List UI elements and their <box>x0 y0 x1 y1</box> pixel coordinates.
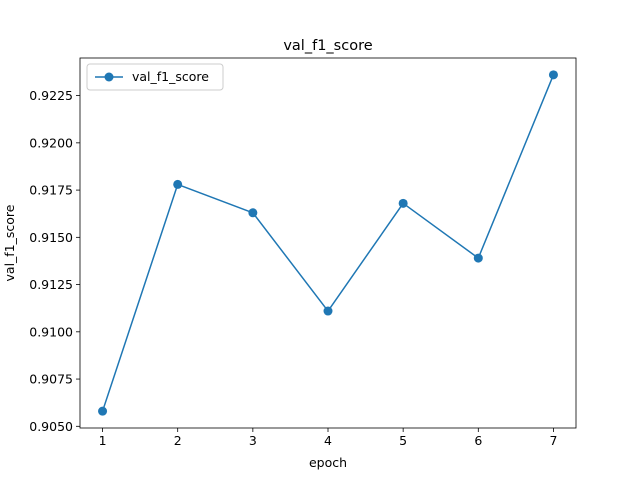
y-tick-label: 0.9125 <box>29 277 73 292</box>
x-tick-label: 3 <box>249 433 257 448</box>
y-tick-label: 0.9075 <box>29 372 73 387</box>
x-tick-label: 6 <box>474 433 482 448</box>
x-tick-label: 5 <box>399 433 407 448</box>
y-tick-label: 0.9100 <box>29 324 73 339</box>
data-point <box>98 406 108 416</box>
plot-area: 1 2 3 4 5 6 7 0.9050 0.9075 0.9100 0.9125 0.9150 0.9… <box>29 70 558 448</box>
y-tick-label: 0.9175 <box>29 183 73 198</box>
x-tick-label: 7 <box>549 433 557 448</box>
legend-label: val_f1_score <box>132 69 209 84</box>
legend-dot-marker <box>104 72 114 82</box>
axes-frame <box>79 57 577 429</box>
x-tick-label: 1 <box>99 433 107 448</box>
y-tick-label: 0.9150 <box>29 230 73 245</box>
x-tick-label: 4 <box>324 433 332 448</box>
x-axis-label: epoch <box>309 455 347 470</box>
data-point <box>173 179 183 189</box>
data-point <box>473 253 483 263</box>
x-tick-label: 2 <box>174 433 182 448</box>
y-tick-label: 0.9050 <box>29 419 73 434</box>
data-point <box>548 70 558 80</box>
legend: val_f1_score <box>86 63 224 91</box>
data-point <box>323 306 333 316</box>
y-axis-label: val_f1_score <box>2 204 17 281</box>
chart-title: val_f1_score <box>283 38 372 54</box>
y-tick-label: 0.9200 <box>29 135 73 150</box>
data-point <box>398 198 408 208</box>
data-point <box>248 208 258 218</box>
legend-box <box>86 63 224 91</box>
y-tick-label: 0.9225 <box>29 88 73 103</box>
